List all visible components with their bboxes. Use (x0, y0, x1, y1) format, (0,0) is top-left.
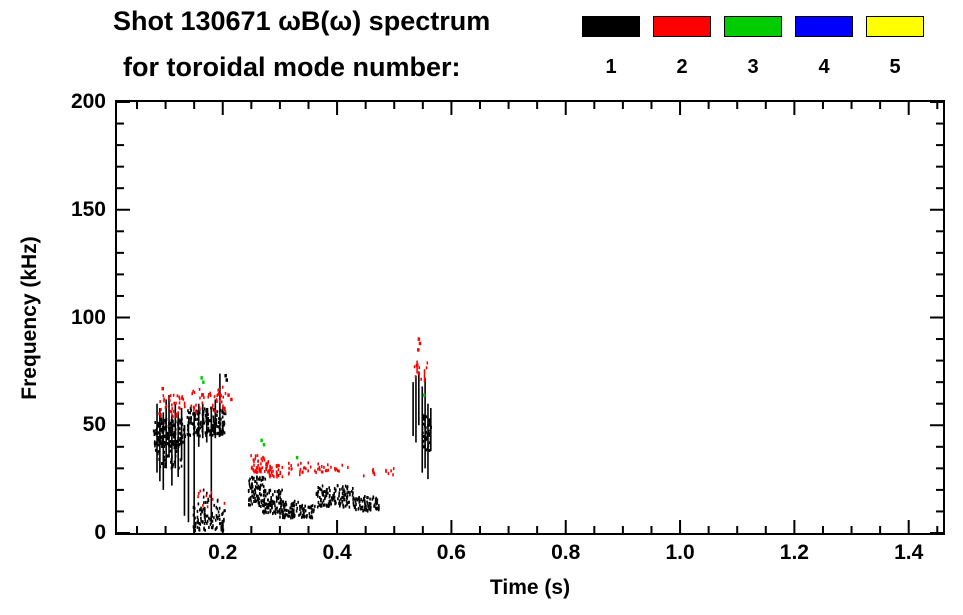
x-tick-label: 0.4 (322, 541, 352, 564)
y-tick-label: 150 (70, 197, 106, 221)
legend-swatch-mode-3 (724, 16, 782, 37)
legend-swatch-mode-2 (653, 16, 711, 37)
legend-label-mode-1: 1 (605, 56, 617, 78)
x-axis-title: Time (s) (489, 576, 571, 599)
chart-title: Shot 130671 ωB(ω) spectrum (113, 6, 491, 36)
y-tick-label: 0 (94, 521, 106, 544)
y-tick-label: 200 (70, 90, 106, 113)
chart-subtitle: for toroidal mode number: (123, 52, 461, 82)
plot-canvas (117, 102, 943, 533)
legend-swatch-mode-4 (795, 16, 853, 37)
x-tick-label: 0.2 (208, 541, 238, 564)
legend-swatch-mode-5 (866, 16, 924, 37)
x-tick-label: 1.0 (665, 541, 695, 564)
x-tick-label: 1.4 (894, 541, 924, 564)
x-tick-label: 1.2 (779, 541, 809, 564)
x-tick-label: 0.8 (551, 541, 581, 564)
legend-label-mode-2: 2 (676, 56, 688, 78)
plot-area (115, 100, 945, 535)
y-tick-label: 50 (82, 413, 106, 437)
y-axis-title: Frequency (kHz) (18, 236, 41, 400)
legend-label-mode-5: 5 (889, 56, 901, 78)
y-tick-label: 100 (70, 305, 106, 329)
legend-label-mode-4: 4 (818, 56, 830, 78)
legend-swatch-mode-1 (582, 16, 640, 37)
x-tick-label: 0.6 (436, 541, 466, 564)
legend-label-mode-3: 3 (747, 56, 759, 78)
